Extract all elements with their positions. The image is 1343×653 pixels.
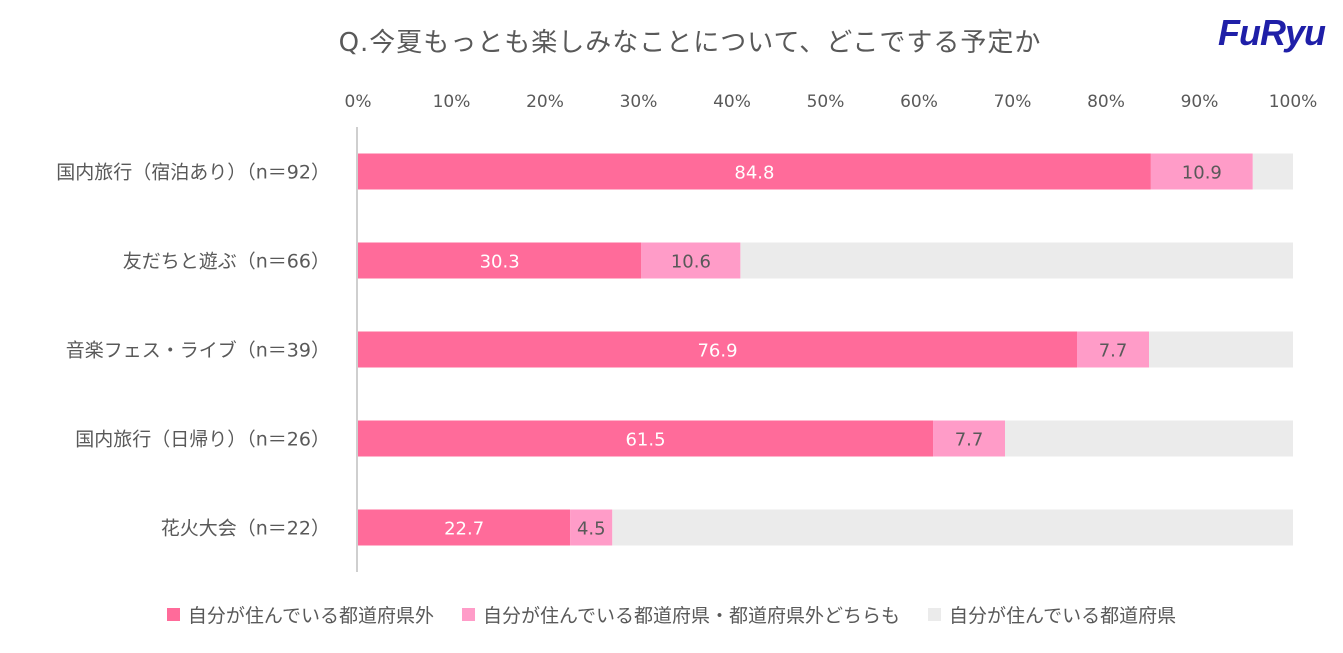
legend-swatch — [166, 608, 180, 621]
bar-segment — [570, 509, 613, 546]
x-tick-label: 30% — [620, 92, 658, 112]
legend: 自分が住んでいる都道府県外 自分が住んでいる都道府県・都道府県外どちらも 自分が… — [0, 601, 1343, 628]
bar-segment — [1252, 153, 1293, 190]
data-label: 10.9 — [1182, 163, 1222, 184]
legend-item-both: 自分が住んでいる都道府県・都道府県外どちらも — [461, 601, 901, 628]
bar-segment — [358, 331, 1078, 368]
legend-label: 自分が住んでいる都道府県外 — [187, 605, 434, 627]
bar-segment — [1150, 153, 1253, 190]
chart-title: Q.今夏もっとも楽しみなことについて、どこでする予定か — [338, 28, 1042, 58]
legend-swatch — [928, 608, 942, 621]
bar-segment — [612, 509, 1293, 546]
data-label: 30.3 — [480, 252, 520, 273]
bar-segment — [740, 242, 1293, 279]
data-label: 76.9 — [697, 341, 737, 362]
bar-segment — [358, 420, 934, 457]
bar-segment — [1149, 331, 1293, 368]
bar-segment — [641, 242, 741, 279]
x-tick-label: 100% — [1269, 92, 1318, 112]
category-label: 国内旅行（宿泊あり）（n＝92） — [56, 162, 330, 184]
x-tick-label: 70% — [994, 92, 1032, 112]
category-label: 国内旅行（日帰り）（n＝26） — [75, 429, 330, 451]
bar-segment — [933, 420, 1006, 457]
x-tick-label: 50% — [807, 92, 845, 112]
data-label: 4.5 — [577, 519, 606, 540]
bar-segment — [1077, 331, 1150, 368]
data-label: 84.8 — [734, 163, 774, 184]
legend-item-outside-prefecture: 自分が住んでいる都道府県外 — [166, 601, 434, 628]
data-label: 22.7 — [444, 519, 484, 540]
legend-item-inside-prefecture: 自分が住んでいる都道府県 — [928, 601, 1176, 628]
bar-segment — [358, 509, 571, 546]
x-tick-label: 20% — [526, 92, 564, 112]
category-label: 花火大会（n＝22） — [161, 518, 330, 540]
x-tick-label: 90% — [1181, 92, 1219, 112]
bar-segment — [1005, 420, 1293, 457]
legend-swatch — [461, 608, 475, 621]
furyu-logo: FuRyu — [1218, 12, 1326, 53]
category-label: 音楽フェス・ライブ（n＝39） — [66, 339, 330, 362]
category-label: 友だちと遊ぶ（n＝66） — [123, 251, 330, 273]
data-label: 61.5 — [625, 430, 665, 451]
data-label: 7.7 — [1099, 341, 1128, 362]
x-tick-label: 10% — [433, 92, 471, 112]
legend-label: 自分が住んでいる都道府県・都道府県外どちらも — [482, 605, 901, 627]
x-tick-label: 40% — [713, 92, 751, 112]
legend-label: 自分が住んでいる都道府県 — [949, 605, 1177, 627]
stacked-bar-chart: 0% 10% 20% 30% 40% 50% 60% 70% 80% 90% 100% 国内旅行（宿泊… — [56, 92, 1318, 572]
x-tick-label: 0% — [345, 92, 372, 112]
x-tick-label: 60% — [900, 92, 938, 112]
bar-segment — [358, 153, 1151, 190]
data-label: 10.6 — [671, 252, 711, 273]
x-tick-label: 80% — [1087, 92, 1125, 112]
bar-segment — [358, 242, 642, 279]
data-label: 7.7 — [955, 430, 984, 451]
